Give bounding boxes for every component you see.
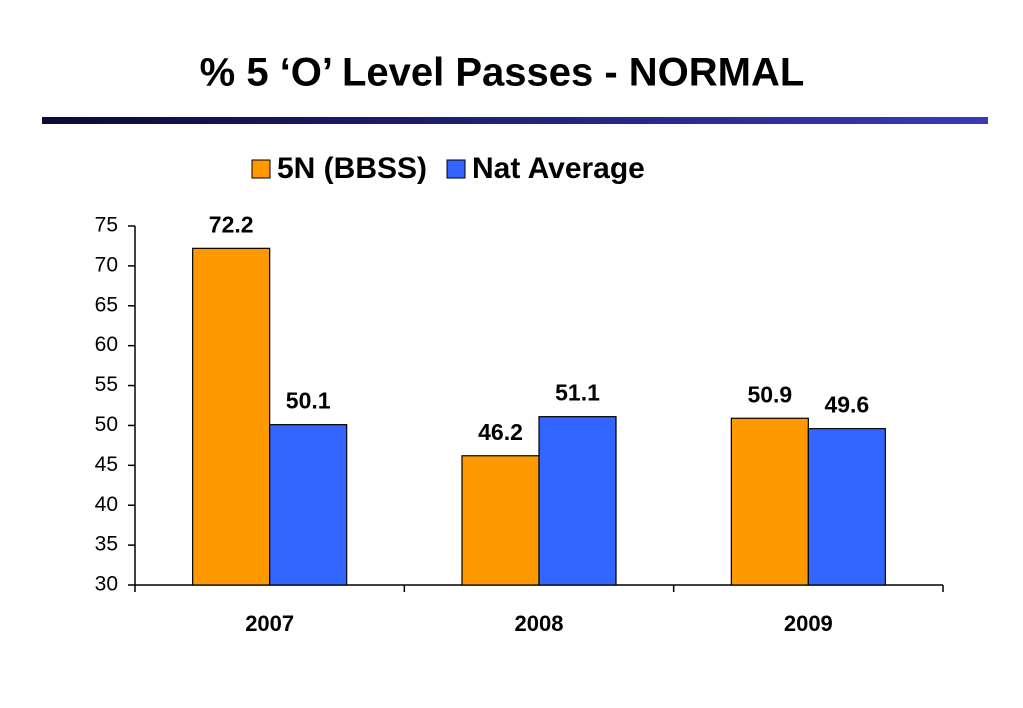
y-tick-label: 65 — [95, 293, 118, 316]
bar — [269, 424, 348, 586]
legend-swatch — [251, 159, 271, 179]
y-tick-label: 40 — [95, 493, 118, 516]
title-rule — [42, 117, 988, 124]
y-tick-label: 70 — [95, 253, 118, 276]
data-label: 49.6 — [824, 392, 869, 418]
data-label: 50.1 — [286, 388, 331, 414]
y-tick-label: 60 — [95, 333, 118, 356]
chart-title: % 5 ‘O’ Level Passes - NORMAL — [200, 51, 805, 95]
legend-swatch — [446, 159, 466, 179]
bar — [538, 416, 617, 586]
bar — [807, 428, 886, 586]
y-tick-label: 50 — [95, 413, 118, 436]
bar — [730, 417, 809, 586]
legend-label: Nat Average — [472, 152, 645, 185]
x-tick-label: 2007 — [245, 611, 294, 636]
y-tick-label: 45 — [95, 453, 118, 476]
y-tick-label: 75 — [95, 214, 118, 237]
x-tick-label: 2008 — [515, 611, 564, 636]
data-label: 51.1 — [555, 380, 600, 406]
bar — [461, 455, 540, 586]
y-tick-label: 55 — [95, 373, 118, 396]
y-tick-label: 35 — [95, 533, 118, 556]
legend-label: 5N (BBSS) — [277, 152, 427, 185]
data-label: 50.9 — [747, 381, 792, 407]
bar — [192, 247, 271, 586]
x-tick-label: 2009 — [784, 611, 833, 636]
y-tick-label: 30 — [95, 573, 118, 596]
data-label: 46.2 — [478, 419, 523, 445]
data-label: 72.2 — [209, 211, 254, 237]
